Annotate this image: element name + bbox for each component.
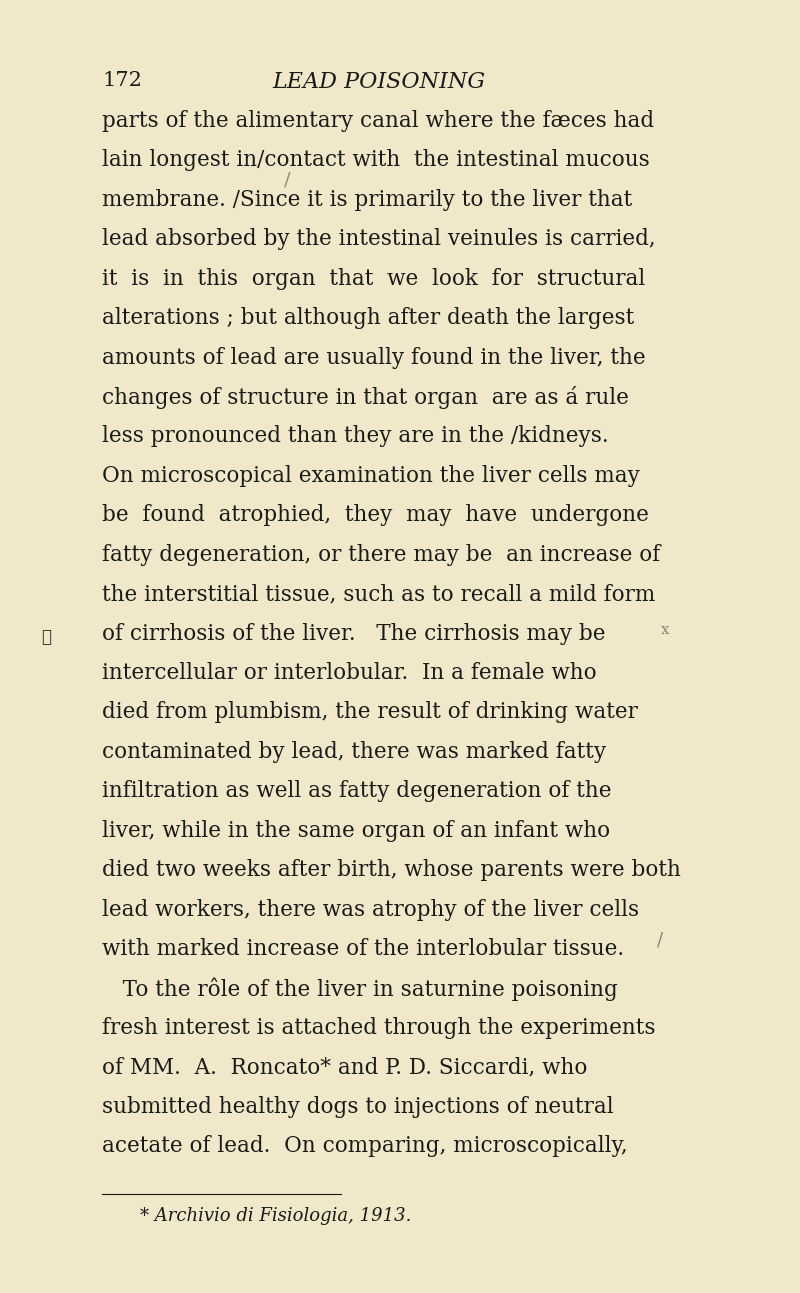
Text: acetate of lead.  On comparing, microscopically,: acetate of lead. On comparing, microscop… xyxy=(102,1135,628,1157)
Text: 172: 172 xyxy=(102,71,142,91)
Text: On microscopical examination the liver cells may: On microscopical examination the liver c… xyxy=(102,464,640,487)
Text: alterations ; but although after death the largest: alterations ; but although after death t… xyxy=(102,306,634,330)
Text: fatty degeneration, or there may be  an increase of: fatty degeneration, or there may be an i… xyxy=(102,543,661,566)
Text: it  is  in  this  organ  that  we  look  for  structural: it is in this organ that we look for str… xyxy=(102,268,646,290)
Text: LEAD POISONING: LEAD POISONING xyxy=(272,71,486,93)
Text: of MM.  A.  Roncato* and P. D. Siccardi, who: of MM. A. Roncato* and P. D. Siccardi, w… xyxy=(102,1056,588,1078)
Text: died two weeks after birth, whose parents were both: died two weeks after birth, whose parent… xyxy=(102,859,681,882)
Text: /: / xyxy=(658,931,663,949)
Text: fresh interest is attached through the experiments: fresh interest is attached through the e… xyxy=(102,1016,656,1040)
Text: amounts of lead are usually found in the liver, the: amounts of lead are usually found in the… xyxy=(102,347,646,369)
Text: changes of structure in that organ  are as á rule: changes of structure in that organ are a… xyxy=(102,385,629,409)
Text: lead absorbed by the intestinal veinules is carried,: lead absorbed by the intestinal veinules… xyxy=(102,228,656,251)
Text: membrane. ∕Since it is primarily to the liver that: membrane. ∕Since it is primarily to the … xyxy=(102,189,633,211)
Text: intercellular or interlobular.  In a female who: intercellular or interlobular. In a fema… xyxy=(102,662,597,684)
Text: parts of the alimentary canal where the fæces had: parts of the alimentary canal where the … xyxy=(102,110,654,132)
Text: died from plumbism, the result of drinking water: died from plumbism, the result of drinki… xyxy=(102,701,638,724)
Text: of cirrhosis of the liver.   The cirrhosis may be: of cirrhosis of the liver. The cirrhosis… xyxy=(102,622,606,645)
Text: x: x xyxy=(661,622,669,636)
Text: To the rôle of the liver in saturnine poisoning: To the rôle of the liver in saturnine po… xyxy=(102,978,618,1001)
Text: * Archivio di Fisiologia, 1913.: * Archivio di Fisiologia, 1913. xyxy=(140,1208,411,1224)
Text: infiltration as well as fatty degeneration of the: infiltration as well as fatty degenerati… xyxy=(102,780,612,803)
Text: lead workers, there was atrophy of the liver cells: lead workers, there was atrophy of the l… xyxy=(102,899,639,921)
Text: with marked increase of the interlobular tissue.: with marked increase of the interlobular… xyxy=(102,937,624,961)
Text: liver, while in the same organ of an infant who: liver, while in the same organ of an inf… xyxy=(102,820,610,842)
Text: less pronounced than they are in the ∕kidneys.: less pronounced than they are in the ∕ki… xyxy=(102,425,609,447)
Text: ✓: ✓ xyxy=(42,628,52,646)
Text: /: / xyxy=(284,171,290,189)
Text: the interstitial tissue, such as to recall a mild form: the interstitial tissue, such as to reca… xyxy=(102,583,655,605)
Text: be  found  atrophied,  they  may  have  undergone: be found atrophied, they may have underg… xyxy=(102,504,649,526)
Text: lain longest in∕contact with  the intestinal mucous: lain longest in∕contact with the intesti… xyxy=(102,149,650,172)
Text: contaminated by lead, there was marked fatty: contaminated by lead, there was marked f… xyxy=(102,741,606,763)
Text: submitted healthy dogs to injections of neutral: submitted healthy dogs to injections of … xyxy=(102,1095,614,1118)
